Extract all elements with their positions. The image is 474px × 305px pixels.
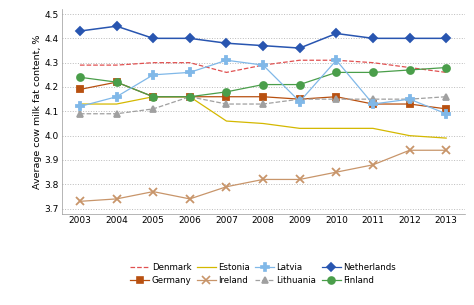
Y-axis label: Average cow milk fat content, %: Average cow milk fat content, %: [33, 34, 42, 188]
Legend: Denmark, Germany, Estonia, Ireland, Latvia, Lithuania, Netherlands, Finland: Denmark, Germany, Estonia, Ireland, Latv…: [130, 263, 396, 285]
